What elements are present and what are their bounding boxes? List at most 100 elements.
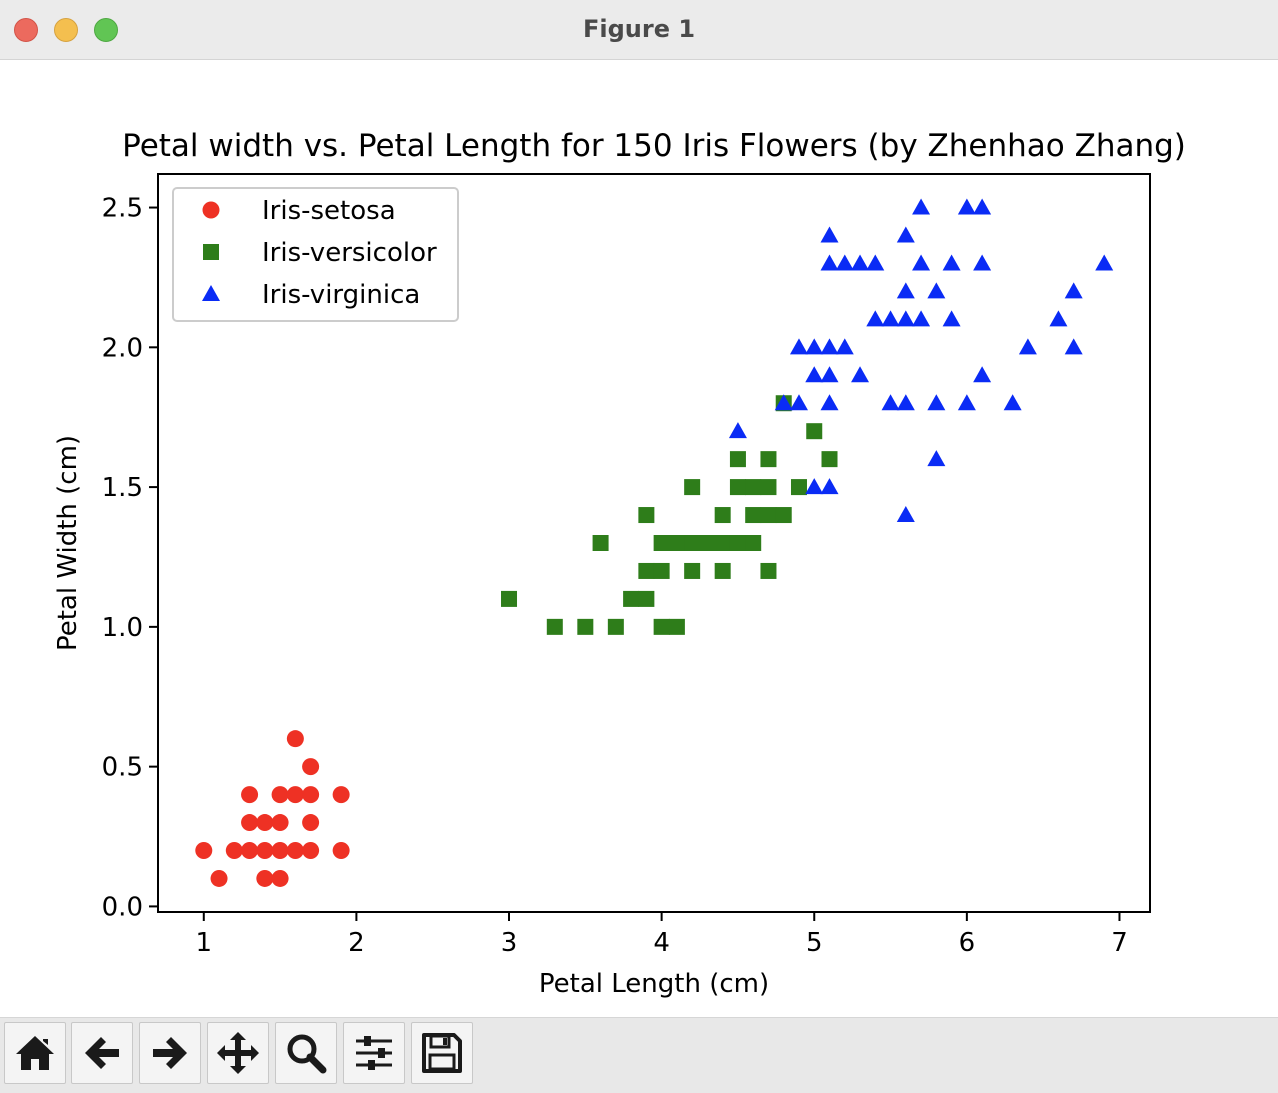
x-tick-label: 3 [501,928,518,958]
iris-versicolor-point [577,618,594,635]
iris-versicolor-point [760,451,777,468]
iris-versicolor-point [623,590,640,607]
iris-setosa-point [332,842,350,859]
iris-virginica-point [805,338,824,355]
iris-setosa-point [302,758,320,776]
iris-setosa-point [271,814,289,832]
iris-virginica-point [973,366,992,383]
configure-subplots-button[interactable] [343,1022,405,1084]
iris-versicolor-point [638,590,655,607]
y-tick-label: 1.0 [102,613,143,643]
iris-versicolor-point [668,618,685,635]
iris-versicolor-point [714,535,731,551]
iris-setosa-point [210,869,228,887]
scatter-plot: Petal width vs. Petal Length for 150 Iri… [53,128,1186,999]
arrow-right-icon [153,1037,187,1069]
iris-virginica-point [927,282,946,299]
iris-versicolor-point [714,507,731,524]
close-window-button[interactable] [14,18,38,42]
iris-virginica-point [789,394,808,411]
iris-versicolor-point [668,535,685,551]
back-button[interactable] [71,1022,133,1084]
iris-virginica-point [973,198,992,215]
iris-versicolor-point [699,535,716,551]
navigation-toolbar [0,1017,1278,1093]
iris-virginica-point [789,338,808,355]
iris-virginica-point [820,478,839,495]
home-icon [16,1036,54,1070]
arrow-left-icon [85,1037,119,1069]
iris-virginica-point [866,254,885,271]
iris-virginica-point [957,394,976,411]
zoom-button[interactable] [275,1022,337,1084]
iris-virginica-point [957,198,976,215]
iris-virginica-point [896,282,915,299]
iris-virginica-point [835,338,854,355]
iris-virginica-point [896,506,915,523]
iris-virginica-point [896,394,915,411]
home-button[interactable] [4,1022,66,1084]
iris-versicolor-point [684,479,701,496]
forward-button[interactable] [139,1022,201,1084]
x-tick-label: 6 [959,928,976,958]
iris-virginica-point [942,254,961,271]
iris-versicolor-point [745,535,762,551]
iris-setosa-point [241,786,259,804]
iris-versicolor-point [760,562,777,579]
x-tick-label: 1 [196,928,213,958]
legend-label-virginica: Iris-virginica [262,280,420,310]
iris-virginica-point [896,310,915,327]
iris-versicolor-point [729,535,746,551]
iris-setosa-point [195,842,213,859]
iris-setosa-point [286,730,304,748]
iris-virginica-point [805,478,824,495]
iris-versicolor-point [638,507,655,524]
iris-virginica-point [820,254,839,271]
iris-setosa-point [256,842,274,859]
iris-virginica-point [912,310,931,327]
y-tick-label: 0.0 [102,892,143,922]
iris-versicolor-point [653,618,670,635]
legend: Iris-setosa Iris-versicolor Iris-virgini… [172,187,459,322]
legend-label-versicolor: Iris-versicolor [262,238,437,268]
iris-virginica-point [973,254,992,271]
iris-setosa-point [286,786,304,804]
iris-virginica-point [927,394,946,411]
legend-markers [202,201,220,301]
iris-virginica-point [896,226,915,243]
save-button[interactable] [411,1022,473,1084]
iris-setosa-point [302,842,320,859]
iris-setosa-point [256,869,274,887]
maximize-window-button[interactable] [94,18,118,42]
iris-versicolor-point [821,451,838,468]
iris-virginica-point [820,366,839,383]
iris-virginica-point [912,254,931,271]
iris-virginica-point [1003,394,1022,411]
legend-box [172,187,459,322]
iris-setosa-point [302,814,320,832]
y-axis-label: Petal Width (cm) [53,435,83,651]
iris-versicolor-point [501,590,518,607]
iris-virginica-point [851,254,870,271]
iris-versicolor-point [607,618,624,635]
iris-setosa-point [256,814,274,832]
x-axis-label: Petal Length (cm) [539,969,769,999]
iris-setosa-point [302,786,320,804]
iris-virginica-point [851,366,870,383]
pan-button[interactable] [207,1022,269,1084]
iris-versicolor-point [745,507,762,524]
x-tick-label: 5 [806,928,823,958]
iris-versicolor-point [790,479,807,496]
minimize-window-button[interactable] [54,18,78,42]
iris-versicolor-point [760,479,777,496]
iris-versicolor-point [546,618,563,635]
iris-versicolor-point [653,535,670,551]
sliders-icon [356,1036,392,1070]
iris-virginica-point [835,254,854,271]
iris-versicolor-point [684,562,701,579]
iris-virginica-point [881,394,900,411]
iris-virginica-point [1064,338,1083,355]
iris-setosa-point [271,842,289,859]
y-axis-ticks: 0.0 0.5 1.0 1.5 2.0 2.5 [102,194,158,922]
